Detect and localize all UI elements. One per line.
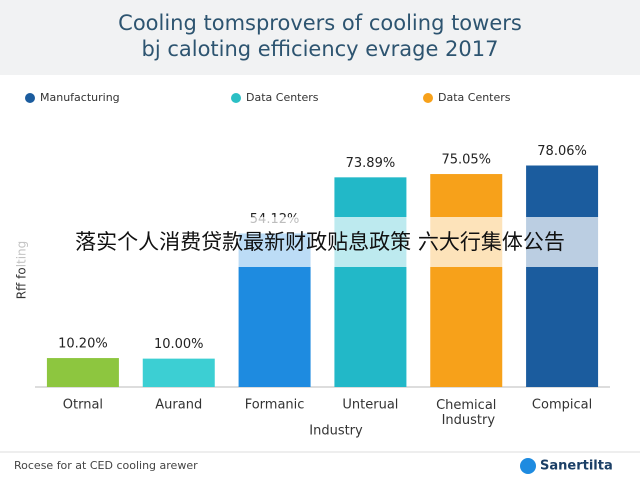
x-tick-label: Unterual bbox=[342, 398, 398, 413]
value-label: 10.00% bbox=[154, 337, 204, 352]
chart-subtitle: bj caloting efficiency evrage 2017 bbox=[141, 37, 498, 61]
overlay-banner: 落实个人消费贷款最新财政贴息政策 六大行集体公告 bbox=[75, 230, 565, 254]
legend-label: Data Centers bbox=[246, 91, 319, 104]
x-tick-label: Compical bbox=[532, 398, 592, 413]
chart-title: Cooling tomsprovers of cooling towers bbox=[118, 11, 522, 35]
logo-icon bbox=[520, 458, 536, 474]
x-tick-label: Aurand bbox=[155, 398, 202, 413]
x-axis-label: Industry bbox=[309, 424, 363, 439]
legend-swatch bbox=[423, 93, 433, 103]
bar bbox=[334, 177, 407, 387]
x-tick-label: Otrnal bbox=[63, 398, 103, 413]
logo: Sanertilta bbox=[540, 459, 613, 474]
bar bbox=[526, 165, 599, 387]
bars: 10.20%Otrnal10.00%Aurand54.12%Formanic73… bbox=[46, 144, 599, 428]
bar bbox=[46, 358, 119, 387]
x-tick-label: Formanic bbox=[245, 398, 305, 413]
x-tick-label: Chemical Industry bbox=[436, 398, 496, 428]
value-label: 10.20% bbox=[58, 337, 108, 352]
legend-label: Data Centers bbox=[438, 91, 511, 104]
legend-label: Manufacturing bbox=[40, 91, 120, 104]
title-band bbox=[0, 0, 640, 75]
legend-swatch bbox=[231, 93, 241, 103]
legend-swatch bbox=[25, 93, 35, 103]
footer: Rocese for at CED cooling arewer bbox=[14, 459, 198, 472]
value-label: 75.05% bbox=[441, 153, 491, 168]
banner-bg bbox=[0, 217, 640, 267]
value-label: 78.06% bbox=[537, 144, 587, 159]
bar bbox=[142, 358, 215, 387]
bar bbox=[430, 174, 503, 387]
value-label: 73.89% bbox=[346, 156, 396, 171]
